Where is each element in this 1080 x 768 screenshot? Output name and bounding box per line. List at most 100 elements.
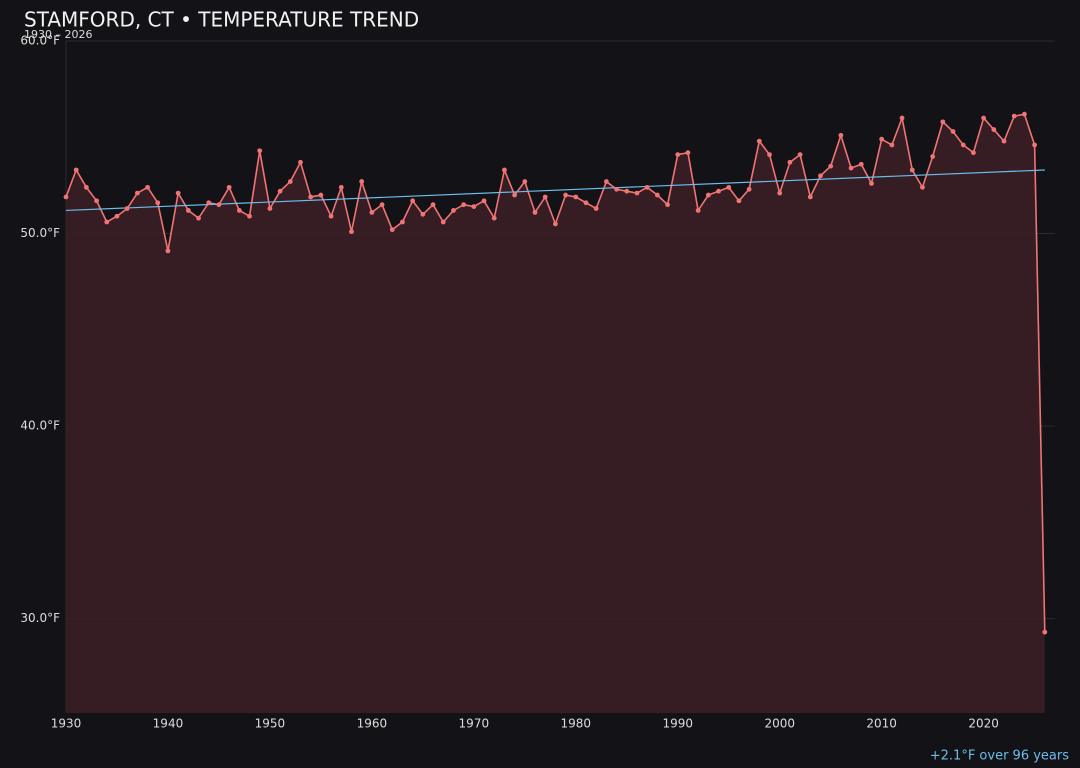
data-point: [807, 194, 813, 200]
data-point: [359, 179, 365, 184]
data-point: [369, 209, 375, 215]
data-point: [400, 219, 405, 225]
data-point: [726, 184, 732, 190]
data-point: [389, 227, 395, 233]
data-point: [349, 229, 354, 235]
data-point: [634, 190, 640, 196]
data-point: [563, 192, 568, 198]
data-point: [410, 198, 416, 204]
data-point: [603, 179, 609, 184]
data-point: [1042, 629, 1048, 635]
x-tick-label: 1970: [459, 717, 490, 731]
x-tick-label: 1930: [51, 717, 82, 731]
data-point: [206, 200, 212, 206]
data-point: [644, 184, 650, 190]
data-point: [165, 248, 171, 254]
data-point: [940, 119, 946, 125]
data-point: [1022, 111, 1027, 117]
data-point: [236, 208, 242, 213]
x-tick-label: 2020: [968, 717, 999, 731]
x-tick-label: 1950: [255, 717, 286, 731]
x-tick-label: 1980: [561, 717, 592, 731]
data-point: [1032, 142, 1038, 148]
data-point: [440, 219, 446, 225]
data-point: [756, 138, 762, 144]
y-tick-label: 50.0°F: [20, 226, 60, 240]
data-point: [828, 163, 834, 169]
data-point: [287, 179, 293, 184]
plot-layer: [63, 111, 1048, 713]
x-tick-label: 1940: [153, 717, 184, 731]
y-tick-label: 60.0°F: [20, 34, 60, 48]
data-point: [83, 184, 89, 190]
data-point: [175, 190, 181, 196]
data-point: [1011, 113, 1017, 119]
data-point: [94, 198, 99, 204]
x-tick-label: 2000: [764, 717, 795, 731]
data-point: [879, 136, 885, 142]
data-point: [542, 194, 548, 200]
data-point: [430, 202, 436, 208]
data-point: [277, 188, 283, 194]
data-point: [114, 213, 120, 219]
y-tick-label: 40.0°F: [20, 419, 60, 433]
data-point: [899, 115, 905, 121]
data-point: [705, 192, 711, 198]
data-point: [869, 181, 874, 186]
data-point: [716, 188, 721, 194]
data-point: [797, 152, 803, 158]
data-point: [257, 148, 263, 154]
data-point: [553, 221, 558, 227]
data-point: [930, 154, 936, 159]
x-tick-label: 2010: [866, 717, 897, 731]
data-point: [736, 198, 742, 204]
data-point: [73, 167, 79, 173]
data-point: [573, 194, 579, 200]
data-point: [838, 132, 844, 138]
data-point: [338, 184, 344, 190]
chart-title: STAMFORD, CT • TEMPERATURE TREND: [24, 8, 419, 32]
x-tick-label: 1990: [662, 717, 693, 731]
data-point: [104, 219, 110, 225]
data-point: [155, 200, 161, 206]
data-point: [471, 204, 477, 209]
data-point: [889, 142, 895, 148]
data-point: [522, 179, 528, 184]
data-point: [491, 215, 497, 221]
data-point: [216, 202, 222, 208]
data-point: [675, 152, 681, 158]
annotation: +2.1°F over 96 years: [930, 749, 1069, 764]
data-point: [787, 159, 793, 165]
data-point: [532, 209, 538, 215]
data-point: [1001, 138, 1007, 144]
data-point: [298, 159, 303, 165]
grid-layer: 30.0°F 40.0°F 50.0°F 60.0°F 1930 1940 1950 1960…: [20, 34, 1055, 731]
data-point: [685, 150, 691, 156]
data-point: [267, 206, 273, 211]
chart-subtitle: 1930 – 2026: [24, 28, 92, 41]
data-point: [196, 215, 201, 221]
data-point: [124, 206, 130, 211]
data-point: [583, 200, 589, 206]
data-point: [777, 190, 783, 196]
data-point: [328, 213, 334, 219]
data-point: [481, 198, 487, 204]
data-point: [624, 188, 630, 194]
data-point: [767, 152, 772, 158]
data-point: [960, 142, 966, 148]
data-point: [308, 194, 314, 200]
data-point: [226, 184, 232, 190]
data-point: [451, 208, 456, 213]
trend-line: [65, 169, 1045, 212]
data-point: [991, 127, 997, 132]
data-point: [920, 184, 925, 190]
data-point: [379, 202, 385, 208]
data-point: [654, 192, 660, 198]
data-point: [971, 150, 976, 156]
area: [66, 114, 1045, 713]
data-point: [950, 129, 956, 134]
data-point: [746, 186, 752, 192]
data-point: [593, 206, 599, 211]
data-point: [461, 202, 467, 208]
